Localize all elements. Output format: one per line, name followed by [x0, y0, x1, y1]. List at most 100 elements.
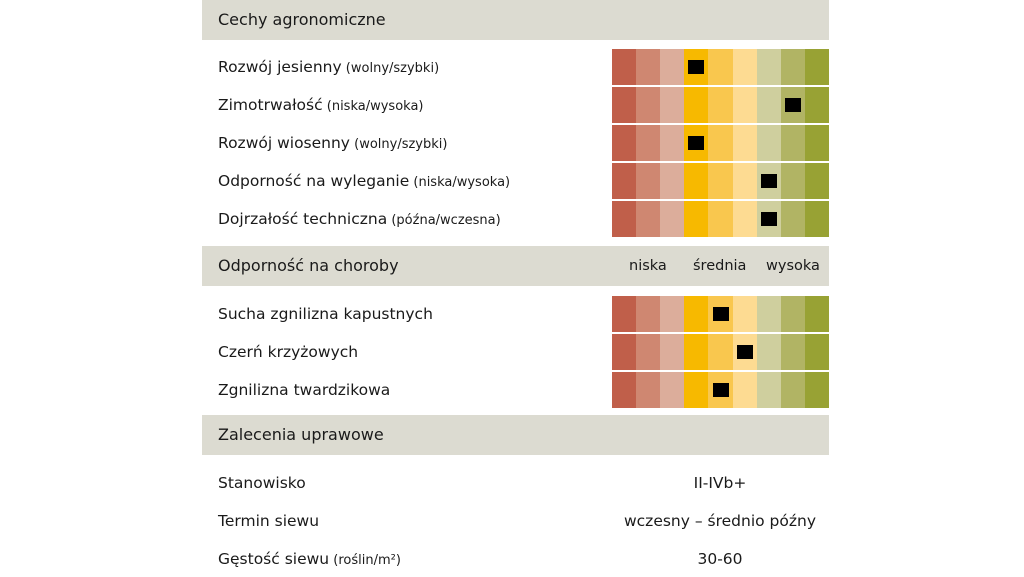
scale-cell — [732, 49, 757, 85]
row-label: Rozwój wiosenny (wolny/szybki) — [218, 134, 447, 152]
level-label-medium: średnia — [693, 258, 747, 274]
section-header-diseases: Odporność na choroby — [202, 246, 829, 286]
level-label-low: niska — [629, 258, 667, 274]
row-label-text: Sucha zgnilizna kapustnych — [218, 305, 433, 323]
row-label-text: Rozwój wiosenny — [218, 134, 350, 152]
row-label: Odporność na wyleganie (niska/wysoka) — [218, 172, 510, 190]
row-label-unit: (wolny/szybki) — [341, 61, 440, 76]
scale-cell — [660, 49, 685, 85]
scale-cell — [804, 163, 829, 199]
scale-cell — [660, 163, 685, 199]
scale-cell — [612, 87, 637, 123]
scale-cell — [732, 201, 757, 237]
scale-cell — [636, 49, 661, 85]
scale-cell — [732, 296, 757, 332]
row-label-unit: (roślin/m²) — [329, 553, 401, 568]
recommendation-label: Stanowisko — [218, 474, 306, 492]
scale-cell — [684, 163, 709, 199]
scale-cell — [732, 87, 757, 123]
row-label: Zgnilizna twardzikowa — [218, 381, 390, 399]
scale-cell — [612, 49, 637, 85]
recommendation-value: wczesny – średnio późny — [623, 512, 817, 530]
scale-cell — [780, 372, 805, 408]
row-label-text: Zimotrwałość — [218, 96, 323, 114]
rating-marker — [688, 60, 705, 74]
row-label-text: Rozwój jesienny — [218, 58, 342, 76]
scale-cell — [612, 163, 637, 199]
scale-cell — [612, 201, 637, 237]
row-label-text: Zgnilizna twardzikowa — [218, 381, 391, 399]
scale-cell — [732, 372, 757, 408]
section-title: Zalecenia uprawowe — [218, 425, 384, 444]
scale-cell — [684, 201, 709, 237]
scale-cell — [804, 49, 829, 85]
scale-cell — [660, 372, 685, 408]
scale-cell — [684, 87, 709, 123]
scale-cell — [612, 372, 637, 408]
scale-cell — [660, 334, 685, 370]
row-label-text: Dojrzałość techniczna — [218, 210, 388, 228]
row-label: Zimotrwałość (niska/wysoka) — [218, 96, 424, 114]
row-label-text: Odporność na wyleganie — [218, 172, 410, 190]
row-label-text: Termin siewu — [218, 512, 320, 530]
scale-cell — [660, 296, 685, 332]
scale-cell — [708, 87, 733, 123]
rating-marker — [736, 345, 753, 359]
recommendation-value: II-IVb+ — [693, 474, 747, 492]
row-label: Sucha zgnilizna kapustnych — [218, 305, 433, 323]
scale-cell — [636, 334, 661, 370]
row-label-text: Stanowisko — [218, 474, 306, 492]
row-label: Czerń krzyżowych — [218, 343, 358, 361]
section-header-agronomic: Cechy agronomiczne — [202, 0, 829, 40]
rating-scale — [612, 49, 829, 85]
scale-cell — [660, 201, 685, 237]
scale-cell — [684, 372, 709, 408]
scale-cell — [804, 87, 829, 123]
scale-cell — [780, 49, 805, 85]
scale-cell — [636, 125, 661, 161]
scale-cell — [684, 296, 709, 332]
scale-cell — [780, 201, 805, 237]
rating-marker — [712, 307, 729, 321]
scale-cell — [612, 125, 637, 161]
row-label: Dojrzałość techniczna (późna/wczesna) — [218, 210, 501, 228]
row-label-text: Gęstość siewu — [218, 550, 330, 568]
recommendation-label: Gęstość siewu (roślin/m²) — [218, 550, 401, 568]
scale-cell — [804, 334, 829, 370]
level-label-high: wysoka — [766, 258, 820, 274]
scale-cell — [708, 201, 733, 237]
scale-cell — [756, 334, 781, 370]
scale-cell — [660, 125, 685, 161]
scale-cell — [612, 296, 637, 332]
scale-cell — [780, 163, 805, 199]
scale-cell — [708, 125, 733, 161]
scale-cell — [804, 372, 829, 408]
scale-cell — [756, 296, 781, 332]
rating-scale — [612, 296, 829, 332]
scale-cell — [804, 125, 829, 161]
section-header-recommendations: Zalecenia uprawowe — [202, 415, 829, 455]
scale-cell — [708, 163, 733, 199]
rating-marker — [760, 212, 777, 226]
scale-cell — [780, 296, 805, 332]
rating-scale — [612, 125, 829, 161]
scale-cell — [636, 201, 661, 237]
scale-cell — [636, 372, 661, 408]
scale-cell — [684, 334, 709, 370]
scale-cell — [756, 87, 781, 123]
scale-cell — [636, 87, 661, 123]
rating-scale — [612, 372, 829, 408]
scale-cell — [756, 125, 781, 161]
section-title: Cechy agronomiczne — [218, 10, 386, 29]
scale-cell — [708, 334, 733, 370]
scale-cell — [804, 296, 829, 332]
section-title: Odporność na choroby — [218, 256, 399, 275]
rating-scale — [612, 163, 829, 199]
scale-cell — [708, 49, 733, 85]
scale-cell — [636, 163, 661, 199]
scale-cell — [660, 87, 685, 123]
row-label: Rozwój jesienny (wolny/szybki) — [218, 58, 439, 76]
scale-cell — [612, 334, 637, 370]
scale-cell — [780, 125, 805, 161]
row-label-unit: (późna/wczesna) — [387, 213, 501, 228]
